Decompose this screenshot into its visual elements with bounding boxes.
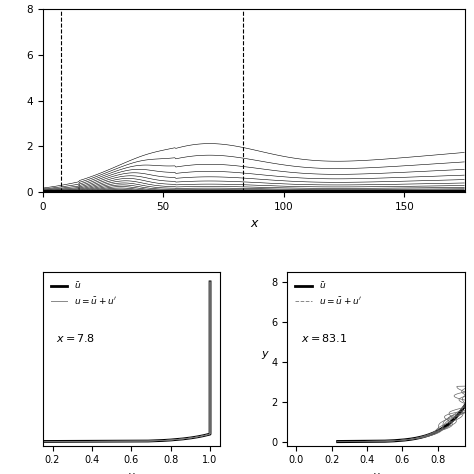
X-axis label: x: x: [250, 217, 257, 230]
Y-axis label: y: y: [261, 349, 268, 359]
Text: $x=83.1$: $x=83.1$: [301, 332, 347, 344]
X-axis label: u: u: [373, 471, 379, 474]
Legend: $\bar{u}$, $u=\bar{u}+u^{\prime}$: $\bar{u}$, $u=\bar{u}+u^{\prime}$: [47, 276, 121, 310]
Legend: $\bar{u}$, $u=\bar{u}+u^{\prime}$: $\bar{u}$, $u=\bar{u}+u^{\prime}$: [292, 276, 366, 310]
Text: $x=7.8$: $x=7.8$: [56, 332, 96, 344]
X-axis label: u: u: [128, 471, 135, 474]
